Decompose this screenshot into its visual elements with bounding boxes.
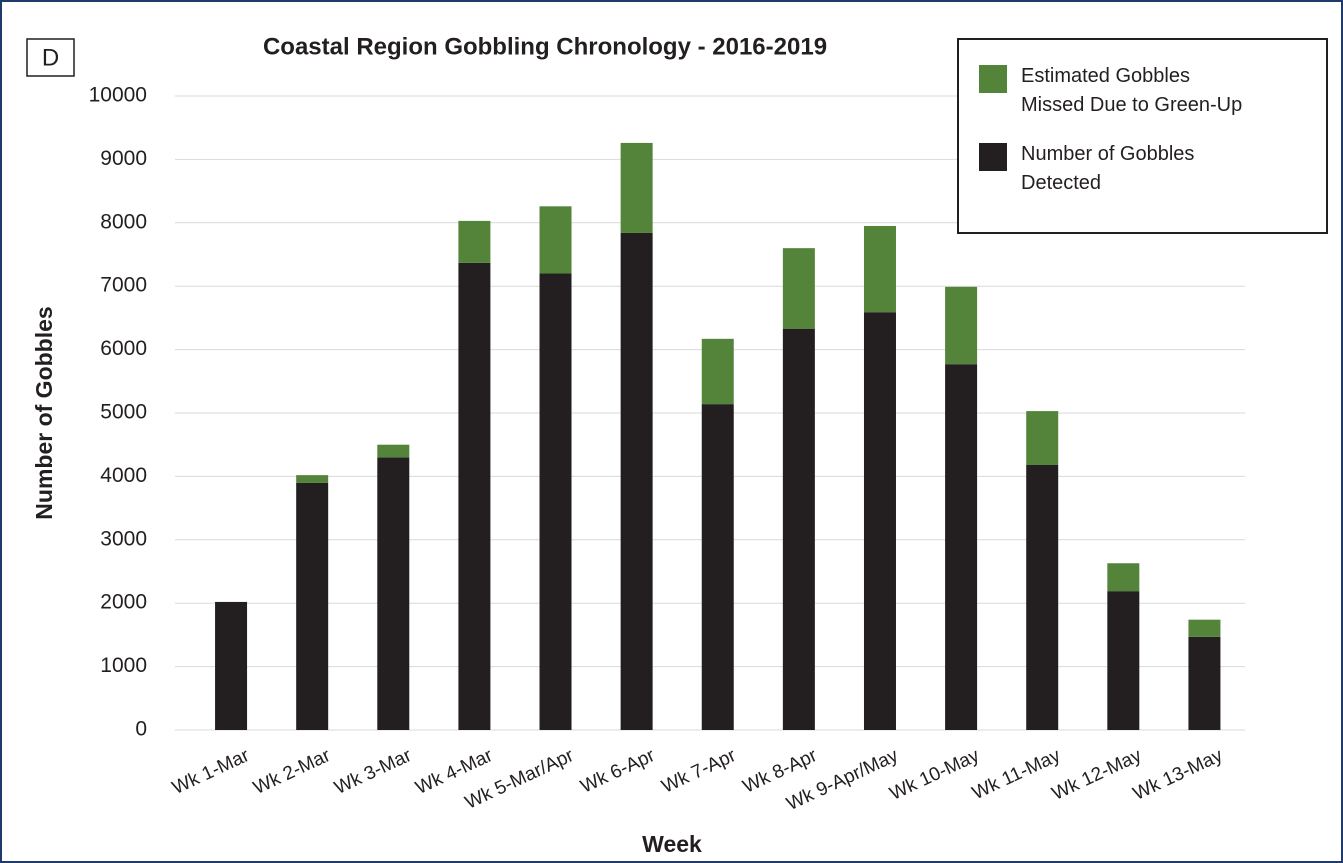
- bar-segment: [1107, 591, 1140, 730]
- y-tick-label: 3000: [100, 527, 147, 550]
- bar-segment: [539, 273, 572, 730]
- x-tick-label: Wk 11-May: [969, 745, 1064, 804]
- y-tick-label: 10000: [89, 84, 147, 107]
- bar-segment: [701, 404, 734, 730]
- x-tick-label: Wk 10-May: [887, 745, 983, 805]
- bar-segment: [1026, 411, 1059, 465]
- y-tick-label: 4000: [100, 464, 147, 487]
- bar-segment: [945, 286, 978, 365]
- legend-swatch: [979, 143, 1007, 171]
- x-axis-title: Week: [642, 831, 702, 857]
- bar-segment: [1107, 563, 1140, 592]
- panel-box: [26, 38, 75, 77]
- bar-segment: [1188, 619, 1221, 637]
- x-tick-label: Wk 3-Mar: [331, 745, 415, 799]
- bar-segment: [377, 457, 410, 730]
- bar-segment: [782, 248, 815, 329]
- bar-segment: [458, 262, 491, 730]
- x-tick-label: Wk 6-Apr: [578, 745, 659, 798]
- x-tick-label: Wk 1-Mar: [169, 745, 253, 799]
- x-tick-label: Wk 7-Apr: [659, 745, 740, 798]
- bar-segment: [539, 206, 572, 274]
- y-tick-label: 2000: [100, 591, 147, 614]
- bar-segment: [620, 142, 653, 233]
- bar-segment: [296, 482, 329, 730]
- bar-segment: [377, 444, 410, 458]
- y-tick-label: 7000: [100, 274, 147, 297]
- y-axis-title: Number of Gobbles: [31, 306, 57, 519]
- bar-segment: [458, 220, 491, 263]
- legend-swatch: [979, 65, 1007, 93]
- y-tick-label: 5000: [100, 401, 147, 424]
- y-tick-label: 8000: [100, 210, 147, 233]
- bar-segment: [1026, 464, 1059, 730]
- y-tick-label: 6000: [100, 337, 147, 360]
- bar-segment: [215, 601, 248, 730]
- y-tick-label: 9000: [100, 147, 147, 170]
- bar-segment: [701, 338, 734, 405]
- bar-segment: [620, 232, 653, 730]
- bar-segment: [863, 312, 896, 730]
- legend-item: Estimated Gobbles Missed Due to Green-Up: [979, 62, 1326, 120]
- y-tick-label: 1000: [100, 654, 147, 677]
- chart-title: Coastal Region Gobbling Chronology - 201…: [263, 33, 827, 60]
- legend: Estimated Gobbles Missed Due to Green-Up…: [957, 38, 1328, 234]
- bar-segment: [782, 328, 815, 730]
- x-tick-label: Wk 13-May: [1130, 745, 1226, 805]
- y-tick-label: 0: [135, 718, 147, 741]
- bar-segment: [1188, 636, 1221, 730]
- legend-label: Number of Gobbles Detected: [1021, 143, 1195, 194]
- panel-label: D: [42, 44, 59, 71]
- bar-segment: [296, 475, 329, 483]
- x-tick-label: Wk 2-Mar: [250, 745, 334, 799]
- bar-segment: [945, 364, 978, 730]
- x-tick-label: Wk 12-May: [1049, 745, 1145, 805]
- legend-item: Number of Gobbles Detected: [979, 140, 1326, 198]
- bar-segment: [863, 225, 896, 313]
- legend-label: Estimated Gobbles Missed Due to Green-Up: [1021, 65, 1243, 116]
